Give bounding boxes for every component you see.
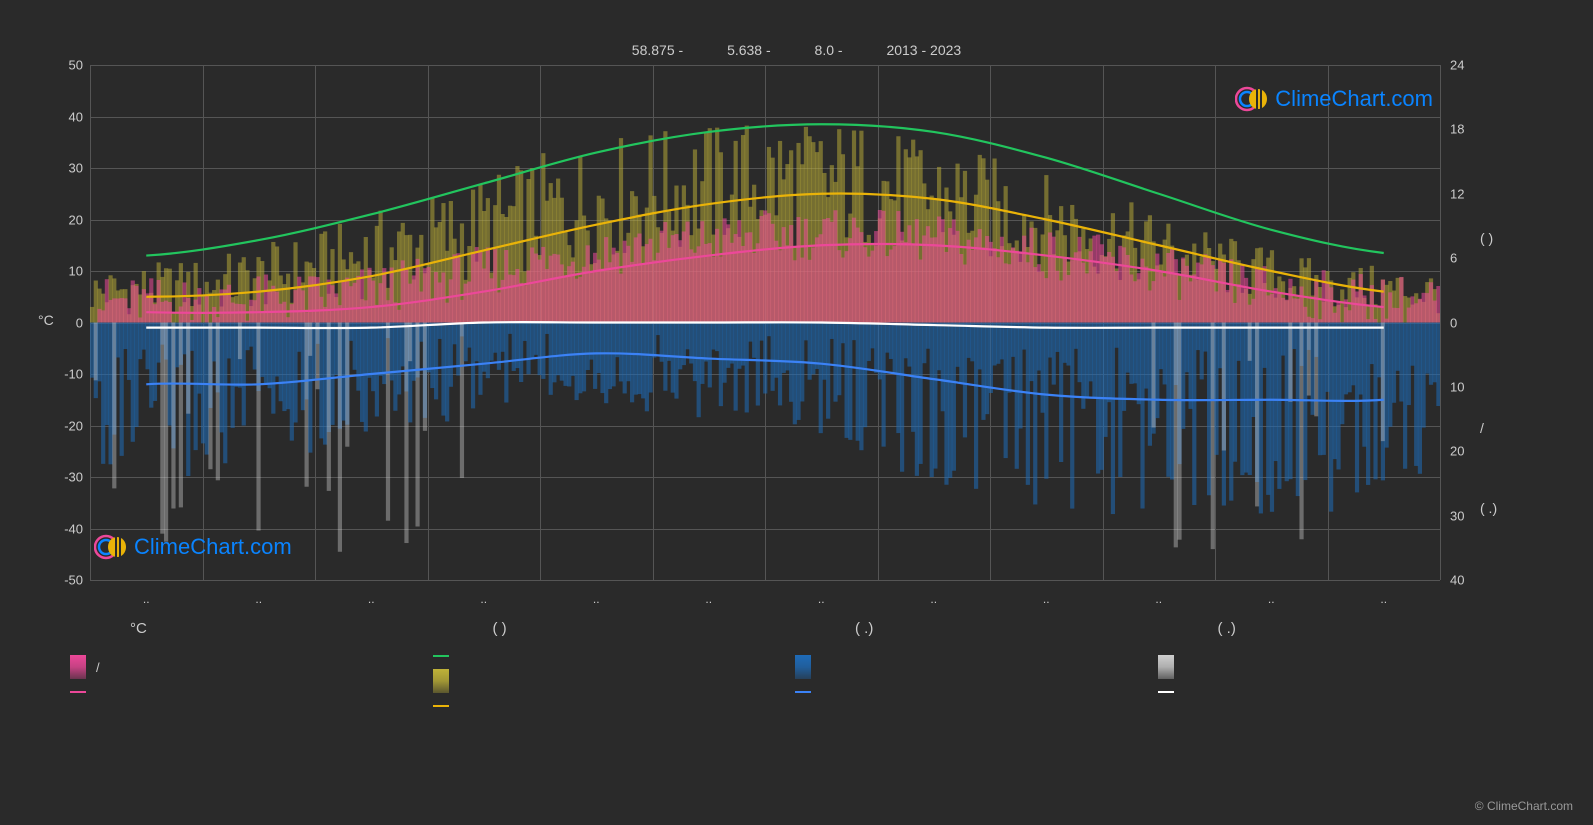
left-tick-label: -30	[64, 470, 83, 485]
left-tick-label: -10	[64, 367, 83, 382]
left-tick-label: 0	[76, 315, 83, 330]
month-label: ..	[705, 592, 712, 606]
legend-item	[433, 663, 796, 699]
legend-header-2: ( )	[433, 620, 796, 637]
right-tick-label: 30	[1450, 508, 1464, 523]
logo-icon	[94, 530, 128, 564]
right-tick-label: 40	[1450, 573, 1464, 588]
legend-swatch-bar	[70, 655, 86, 679]
brand-logo-bottom: ClimeChart.com	[94, 530, 292, 564]
chart-subtitle: 58.875 - 5.638 - 8.0 - 2013 - 2023	[0, 42, 1593, 58]
right-tick-label: 18	[1450, 122, 1464, 137]
left-tick-label: 10	[69, 264, 83, 279]
legend: °C ( ) ( .) ( .) /	[70, 620, 1520, 713]
legend-item: /	[70, 649, 433, 685]
right-axis-mid: /	[1480, 420, 1484, 436]
right-tick-label: 24	[1450, 58, 1464, 73]
legend-header-3: ( .)	[795, 620, 1158, 637]
right-tick-label: 0	[1450, 315, 1457, 330]
month-label: ..	[1043, 592, 1050, 606]
brand-logo-top: ClimeChart.com	[1235, 82, 1433, 116]
lines-layer	[90, 65, 1440, 580]
lat-value: 58.875 -	[632, 42, 683, 58]
left-tick-label: 30	[69, 161, 83, 176]
lon-value: 5.638 -	[727, 42, 771, 58]
left-axis-title: °C	[38, 312, 54, 328]
brand-text: ClimeChart.com	[1275, 86, 1433, 112]
month-label: ..	[1380, 592, 1387, 606]
chart-area	[90, 65, 1440, 580]
legend-swatch-line	[433, 705, 449, 707]
legend-swatch-line	[70, 691, 86, 693]
years-value: 2013 - 2023	[886, 42, 961, 58]
legend-item	[70, 685, 433, 699]
right-axis-paren-top: ( )	[1480, 230, 1493, 246]
month-label: ..	[143, 592, 150, 606]
month-label: ..	[930, 592, 937, 606]
legend-swatch-line	[433, 655, 449, 657]
legend-item	[795, 685, 1158, 699]
copyright: © ClimeChart.com	[1475, 799, 1573, 813]
month-label: ..	[818, 592, 825, 606]
legend-item	[1158, 685, 1521, 699]
left-tick-label: 40	[69, 109, 83, 124]
legend-label: /	[96, 660, 100, 675]
legend-swatch-bar	[795, 655, 811, 679]
left-tick-label: -50	[64, 573, 83, 588]
month-label: ..	[1155, 592, 1162, 606]
month-label: ..	[593, 592, 600, 606]
right-tick-label: 12	[1450, 186, 1464, 201]
left-tick-label: 50	[69, 58, 83, 73]
legend-swatch-line	[1158, 691, 1174, 693]
left-tick-label: -20	[64, 418, 83, 433]
brand-text: ClimeChart.com	[134, 534, 292, 560]
right-axis-paren-bottom: ( .)	[1480, 500, 1497, 516]
legend-item	[433, 699, 796, 713]
legend-item	[433, 649, 796, 663]
legend-item	[1158, 649, 1521, 685]
legend-header-4: ( .)	[1158, 620, 1521, 637]
month-label: ..	[368, 592, 375, 606]
legend-item	[795, 649, 1158, 685]
legend-swatch-bar	[433, 669, 449, 693]
left-tick-label: 20	[69, 212, 83, 227]
right-tick-label: 20	[1450, 444, 1464, 459]
elev-value: 8.0 -	[815, 42, 843, 58]
legend-swatch-line	[795, 691, 811, 693]
month-label: ..	[1268, 592, 1275, 606]
right-tick-label: 6	[1450, 251, 1457, 266]
legend-swatch-bar	[1158, 655, 1174, 679]
month-label: ..	[480, 592, 487, 606]
logo-icon	[1235, 82, 1269, 116]
month-label: ..	[255, 592, 262, 606]
left-tick-label: -40	[64, 521, 83, 536]
right-tick-label: 10	[1450, 379, 1464, 394]
legend-header-1: °C	[70, 620, 433, 637]
